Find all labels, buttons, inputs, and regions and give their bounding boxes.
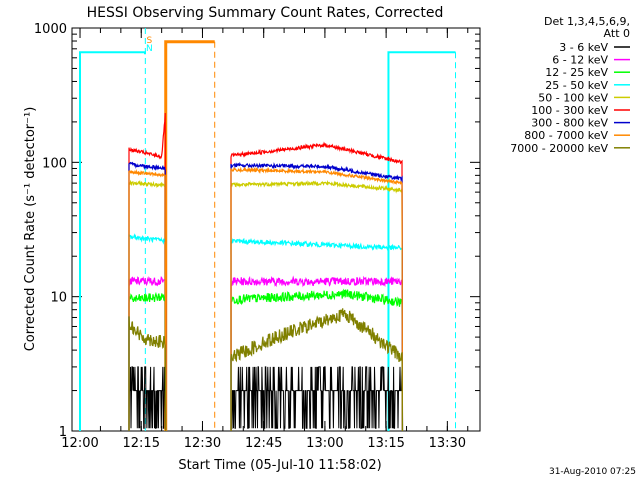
x-tick-label: 13:15 [367,436,404,451]
x-axis-label: Start Time (05-Jul-10 11:58:02) [178,458,381,473]
plot-frame [71,27,481,432]
series-line [230,141,404,432]
series-800-7000kev [128,166,404,432]
series-50-100kev [128,179,404,432]
x-tick-label: 13:00 [306,436,343,451]
x-tick-label: 13:30 [429,436,466,451]
legend-label: 50 - 100 keV [538,91,608,104]
series-line [128,366,167,432]
legend-label: 800 - 7000 keV [524,129,608,142]
legend-label: 300 - 800 keV [531,117,608,130]
legend-label: 25 - 50 keV [545,79,608,92]
night-flag-line [164,40,215,431]
y-tick-label: 100 [42,156,67,171]
series-line [230,179,404,432]
series-line [128,112,167,432]
legend-label: 6 - 12 keV [552,54,608,67]
legend-header: Det 1,3,4,5,6,9, [544,15,630,28]
flag-marker-s: S [147,36,153,46]
legend-header: Att 0 [604,27,630,40]
chart-title: HESSI Observing Summary Count Rates, Cor… [87,5,444,21]
series-7000-20000kev [128,308,404,432]
series-12-25kev [128,288,404,432]
series-line [128,168,167,432]
series-3-6kev [128,366,403,432]
series-line [128,233,167,432]
series-300-800kev [128,161,404,432]
x-tick-label: 12:45 [245,436,282,451]
series-25-50kev [128,233,404,432]
series-line [128,179,167,432]
timestamp: 31-Aug-2010 07:25 [549,467,636,477]
series-line [230,366,403,432]
y-tick-label: 10 [50,291,67,306]
series-line [230,161,404,432]
series-line [230,288,404,432]
legend-label: 7000 - 20000 keV [510,142,608,155]
series-line [128,316,167,432]
series-6-12kev [128,275,404,432]
series-line [128,161,167,432]
series-line [128,275,167,432]
legend-label: 3 - 6 keV [559,41,608,54]
series-line [230,237,404,432]
x-tick-label: 12:00 [61,436,98,451]
x-tick-label: 12:15 [123,436,160,451]
y-tick-label: 1000 [34,22,67,37]
series-line [128,291,167,432]
series-line [230,308,404,432]
y-tick-label: 1 [59,425,67,440]
series-line [230,166,404,432]
x-tick-label: 12:30 [184,436,221,451]
legend-label: 100 - 300 keV [531,104,608,117]
series-100-300kev [128,112,404,432]
legend-label: 12 - 25 keV [545,66,608,79]
series-line [230,275,404,432]
y-axis-label: Corrected Count Rate (s⁻¹ detector⁻¹) [23,107,38,352]
saa-flag-line [387,51,456,431]
flag-marker-n: N [146,44,153,54]
